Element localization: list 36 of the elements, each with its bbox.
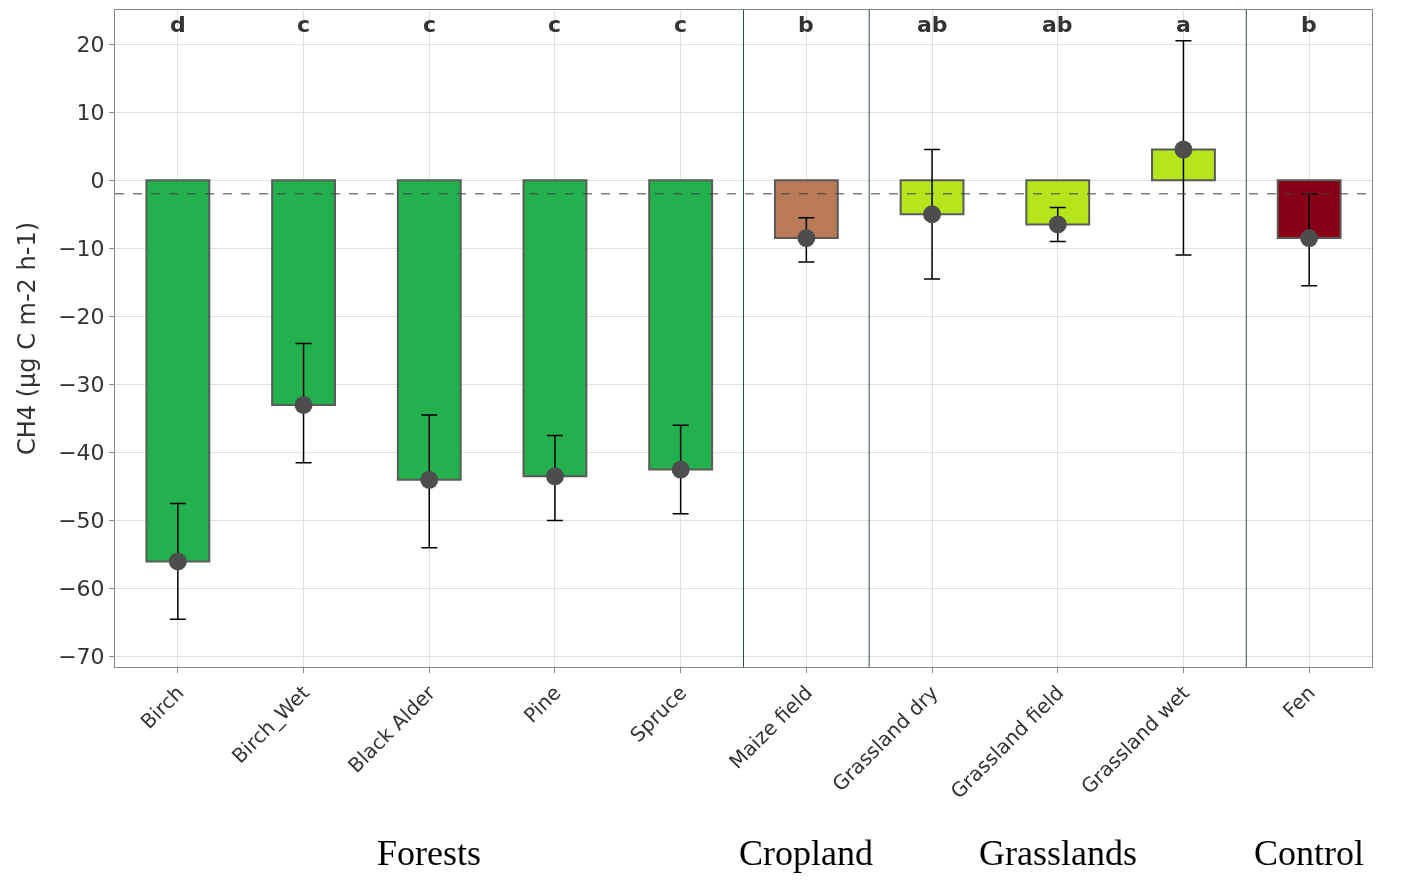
point (168, 552, 187, 571)
y-tick-label: 10 (76, 99, 105, 125)
y-tick-label: −40 (58, 440, 105, 466)
y-tick-label: −30 (58, 372, 105, 398)
point (420, 470, 439, 489)
y-tick-label: −70 (58, 644, 105, 670)
y-tick-label: −50 (58, 508, 105, 534)
point (671, 460, 690, 479)
annotation: b (1301, 12, 1317, 37)
annotation: ab (917, 12, 948, 37)
point (797, 229, 816, 248)
text: Control (1254, 833, 1365, 873)
point (923, 205, 942, 224)
annotation: c (297, 12, 311, 37)
annotation: b (798, 12, 814, 37)
point (1174, 140, 1193, 159)
x-tick-label: Fen (1277, 680, 1320, 723)
y-axis-title: CH4 (µg C m-2 h-1) (13, 221, 42, 456)
annotation: c (674, 12, 688, 37)
text: Forests (377, 833, 482, 873)
annotation: ab (1042, 12, 1073, 37)
y-tick-label: −60 (58, 576, 105, 602)
y-tick-label: 20 (76, 31, 105, 57)
point (294, 395, 313, 414)
annotation: c (548, 12, 562, 37)
point (1048, 215, 1067, 234)
annotation: d (170, 12, 186, 37)
annotation: c (423, 12, 437, 37)
y-tick-label: −20 (58, 304, 105, 330)
point (545, 467, 564, 486)
text: Grasslands (979, 833, 1137, 873)
text: Cropland (739, 833, 873, 873)
y-tick-label: 0 (90, 167, 105, 193)
annotation: a (1176, 12, 1191, 37)
y-tick-label: −10 (58, 235, 105, 261)
point (1300, 229, 1319, 248)
